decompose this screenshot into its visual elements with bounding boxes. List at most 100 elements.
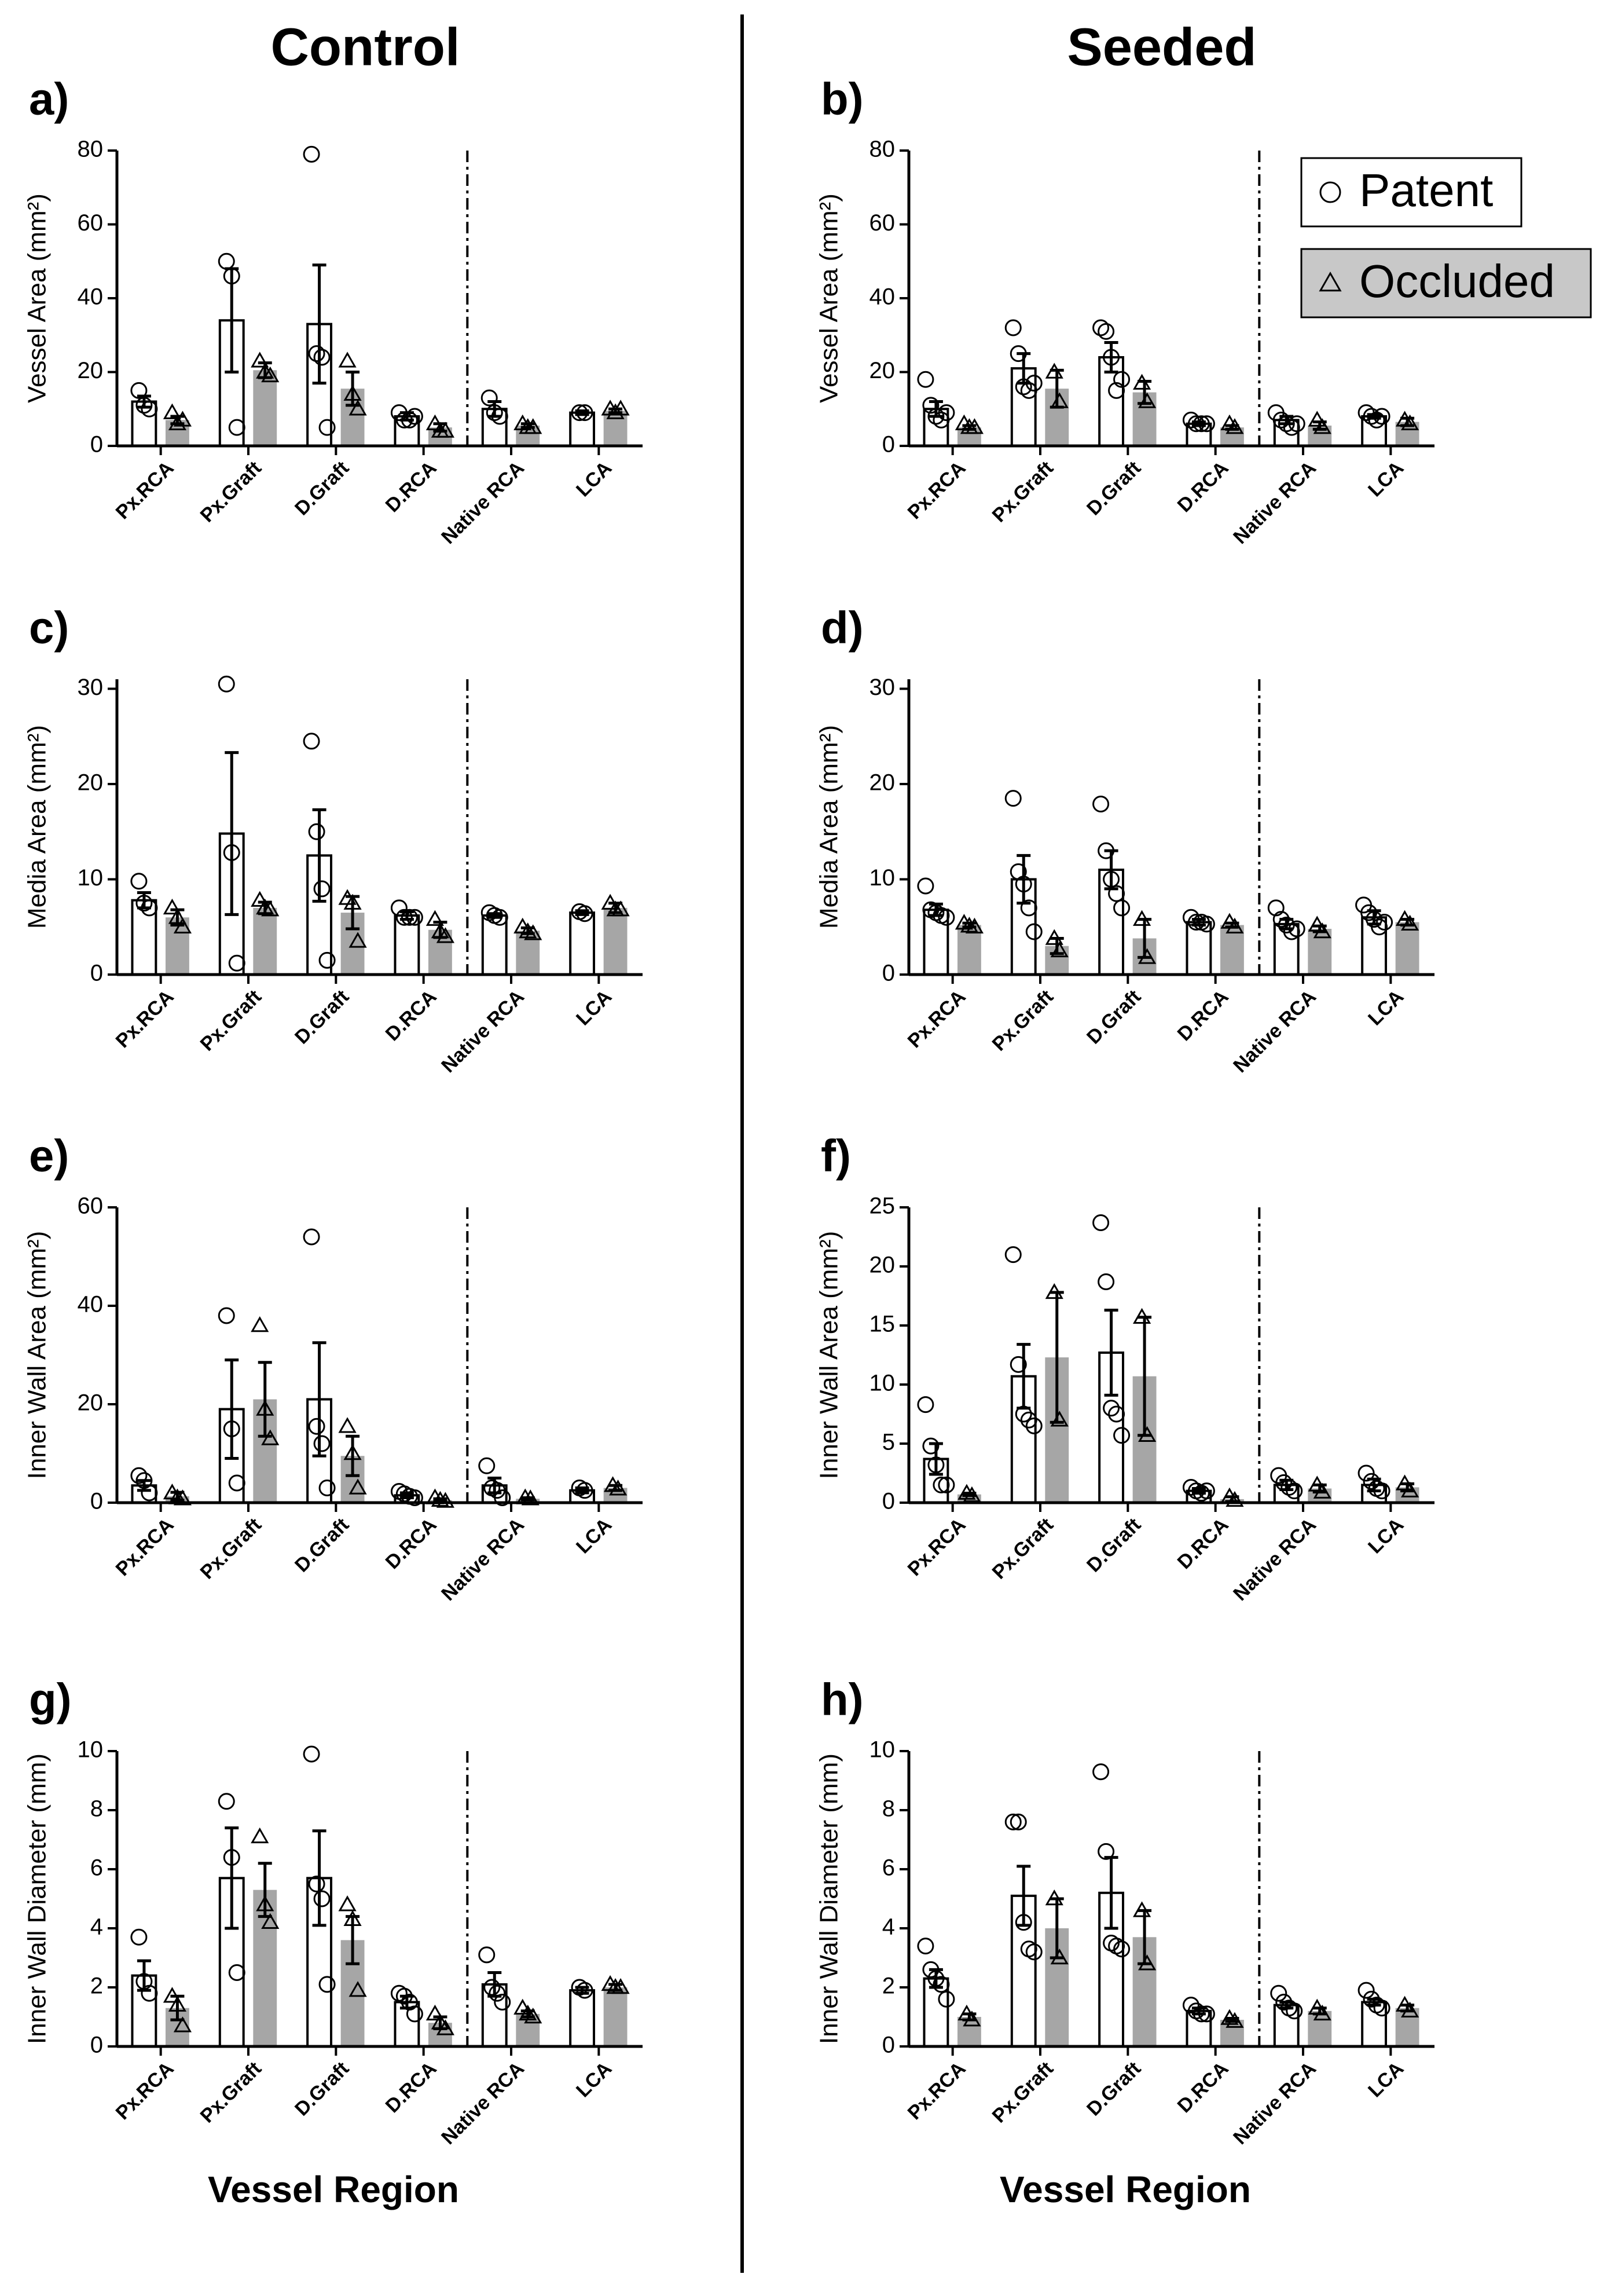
x-tick-label: Px.RCA	[904, 986, 970, 1052]
x-tick-label: Native RCA	[437, 1514, 529, 1605]
x-tick-label: Px.RCA	[904, 1514, 970, 1580]
y-axis-label: Media Area (mm²)	[815, 725, 843, 929]
error-bar	[1312, 2006, 1327, 2016]
data-point	[218, 1307, 235, 1324]
data-point	[228, 954, 245, 972]
error-bar	[575, 409, 589, 416]
error-bar	[1050, 1897, 1064, 1960]
data-point	[338, 351, 357, 368]
x-tick-label: D.Graft	[1083, 2057, 1145, 2120]
data-point	[1357, 1464, 1375, 1482]
data-point	[960, 917, 979, 933]
error-bar	[1138, 1909, 1152, 1965]
error-bar	[1104, 1856, 1118, 1930]
data-point	[478, 1946, 496, 1964]
y-tick-label: 20	[78, 1390, 104, 1416]
data-point	[251, 1827, 269, 1844]
data-point	[1182, 909, 1199, 926]
x-tick-label: D.RCA	[381, 1514, 441, 1573]
y-tick-label: 0	[90, 432, 103, 457]
y-axis-label: Vessel Area (mm²)	[815, 193, 843, 403]
error-bar	[1017, 1343, 1031, 1410]
y-tick-label: 40	[869, 284, 896, 310]
error-bar	[312, 808, 326, 903]
error-bar	[1017, 854, 1031, 905]
data-point	[1182, 411, 1199, 429]
error-bar	[1225, 424, 1239, 431]
data-point	[228, 419, 245, 436]
y-tick-label: 80	[78, 137, 104, 162]
data-point	[1108, 1405, 1125, 1423]
data-point	[1113, 1427, 1131, 1444]
data-point	[251, 1316, 269, 1332]
error-bar	[1367, 413, 1381, 420]
data-point	[1286, 2002, 1303, 2020]
bar	[253, 907, 277, 975]
data-point	[611, 900, 630, 917]
error-bar	[170, 1994, 185, 2022]
bar	[603, 1987, 628, 2046]
x-tick-label: Px.Graft	[988, 457, 1058, 526]
y-tick-label: 5	[882, 1430, 895, 1455]
legend-box	[1300, 157, 1522, 228]
data-point	[1187, 415, 1205, 433]
data-point	[1376, 914, 1393, 931]
data-point	[494, 1994, 511, 2011]
data-point	[938, 404, 955, 422]
error-bar	[575, 1486, 589, 1495]
error-bar	[258, 1862, 272, 1918]
x-tick-label: Px.RCA	[904, 457, 970, 523]
bar	[253, 370, 277, 446]
data-point	[251, 891, 269, 907]
data-point	[406, 2005, 423, 2023]
y-tick-label: 60	[78, 210, 104, 236]
data-point	[1103, 1400, 1120, 1417]
y-axis-label: Inner Wall Area (mm²)	[815, 1231, 843, 1480]
error-bar	[487, 912, 502, 919]
error-bar	[1104, 849, 1118, 891]
panel-label: c)	[29, 602, 69, 653]
legend-label: Patent	[1359, 164, 1493, 216]
bar	[1395, 922, 1419, 975]
data-point	[303, 733, 320, 750]
data-point	[308, 345, 325, 362]
x-tick-label: LCA	[572, 457, 616, 501]
bar	[1273, 922, 1300, 976]
y-tick-label: 60	[78, 1193, 104, 1219]
x-tick-label: Px.RCA	[904, 2057, 970, 2124]
y-tick-label: 20	[78, 358, 104, 383]
data-point	[576, 1982, 593, 1999]
y-tick-label: 6	[882, 1855, 895, 1881]
x-tick-label: D.Graft	[1083, 457, 1145, 519]
error-bar	[433, 921, 447, 939]
error-bar	[1191, 918, 1206, 927]
x-tick-label: LCA	[1364, 2057, 1408, 2101]
data-point	[425, 2004, 445, 2021]
x-tick-label: Native RCA	[437, 986, 529, 1077]
error-bar	[520, 926, 535, 935]
error-bar	[608, 902, 623, 914]
error-bar	[487, 400, 502, 418]
data-point	[313, 1890, 331, 1907]
y-tick-label: 25	[869, 1193, 896, 1219]
data-point	[1010, 1356, 1027, 1373]
data-point	[917, 877, 934, 895]
data-point	[571, 404, 588, 422]
data-point	[1113, 899, 1131, 917]
y-tick-label: 20	[869, 358, 896, 383]
data-point	[1108, 885, 1125, 902]
data-point	[130, 382, 148, 399]
x-tick-label: Px.Graft	[988, 986, 1058, 1055]
data-point	[1025, 1417, 1043, 1434]
data-point	[303, 1228, 320, 1246]
y-tick-label: 30	[78, 675, 104, 700]
error-bar	[1017, 352, 1031, 385]
data-point	[513, 1998, 532, 2015]
error-bar	[399, 411, 414, 422]
y-tick-label: 10	[869, 1737, 896, 1763]
error-bar	[520, 2009, 535, 2019]
error-bar	[312, 263, 326, 385]
y-tick-label: 15	[869, 1312, 896, 1337]
data-point	[163, 898, 182, 915]
column-title: Control	[270, 17, 460, 76]
